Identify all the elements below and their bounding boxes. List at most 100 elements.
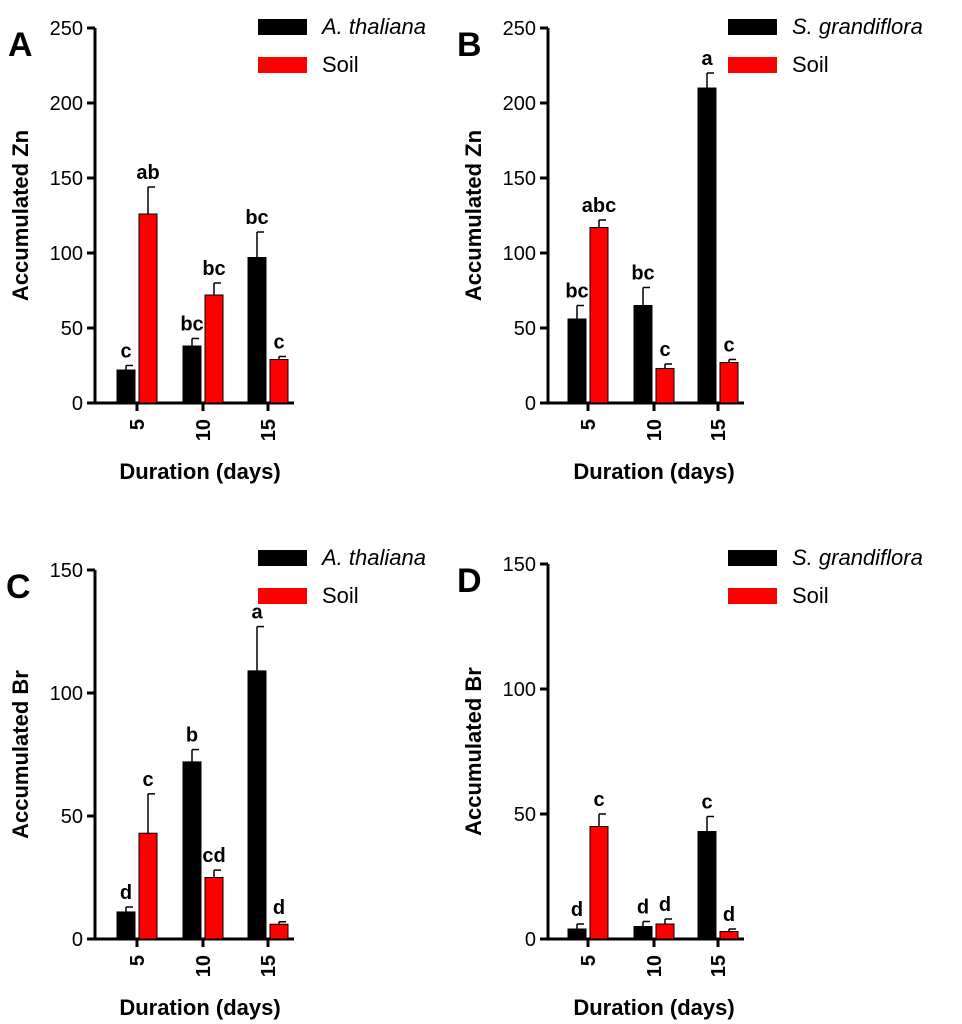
bar-plant-10: [182, 345, 202, 404]
x-tick-label: 10: [193, 419, 215, 441]
y-tick-label: 50: [61, 318, 83, 340]
legend-label-plant: A. thaliana: [320, 14, 426, 39]
significance-label: d: [659, 894, 671, 916]
significance-label: bc: [202, 258, 225, 280]
bar-plant-15: [247, 257, 267, 404]
significance-label: c: [273, 332, 284, 354]
bar-soil-15: [269, 359, 289, 404]
x-tick-label: 15: [708, 955, 730, 977]
y-tick-label: 150: [50, 560, 83, 582]
y-tick-label: 50: [514, 318, 536, 340]
y-tick-label: 250: [50, 18, 83, 40]
panel-letter: B: [457, 26, 482, 64]
y-tick-label: 0: [72, 393, 83, 415]
bar-plant-15: [697, 831, 717, 940]
y-tick-label: 150: [503, 554, 536, 576]
x-tick-label: 5: [578, 955, 600, 966]
x-tick-label: 15: [258, 955, 280, 977]
bar-soil-5: [138, 213, 158, 404]
x-tick-label: 10: [644, 419, 666, 441]
bar-soil-5: [138, 832, 158, 940]
legend-label-plant: A. thaliana: [320, 545, 426, 570]
significance-label: d: [571, 899, 583, 921]
bar-plant-5: [116, 369, 136, 404]
bar-plant-10: [182, 761, 202, 940]
bar-plant-15: [247, 670, 267, 940]
bar-soil-10: [655, 923, 675, 940]
x-tick-label: 5: [127, 419, 149, 430]
x-tick-label: 15: [258, 419, 280, 441]
significance-label: b: [186, 725, 198, 747]
significance-label: c: [120, 341, 131, 363]
legend-swatch-soil: [258, 57, 307, 73]
bar-plant-5: [567, 928, 587, 940]
legend-swatch-plant: [258, 550, 307, 566]
significance-label: c: [142, 769, 153, 791]
legend-swatch-soil: [728, 57, 777, 73]
y-tick-label: 200: [50, 93, 83, 115]
y-axis-title: Accumulated Zn: [461, 130, 486, 301]
x-axis-title: Duration (days): [573, 459, 734, 484]
bar-soil-10: [204, 877, 224, 940]
bar-plant-10: [633, 305, 653, 404]
panel-letter: D: [457, 562, 482, 600]
y-axis-title: Accumulated Zn: [8, 130, 33, 301]
x-tick-label: 5: [127, 955, 149, 966]
chart-panel-b: B 0 50 100 150 200 250 bc bc a abc c c 5 10 15 Duration …: [457, 14, 923, 484]
legend-swatch-plant: [728, 19, 777, 35]
significance-label: c: [723, 335, 734, 357]
y-tick-label: 100: [503, 243, 536, 265]
y-tick-label: 0: [72, 929, 83, 951]
chart-panel-a: A 0 50 100 150 200 250 c bc bc ab bc c 5 10 15 Duration …: [8, 14, 426, 484]
bar-soil-15: [719, 362, 739, 404]
legend-label-plant: S. grandiflora: [792, 545, 923, 570]
bar-plant-15: [697, 87, 717, 404]
significance-label: abc: [582, 195, 616, 217]
x-axis-title: Duration (days): [573, 995, 734, 1020]
significance-label: bc: [180, 314, 203, 336]
y-tick-label: 50: [514, 804, 536, 826]
significance-label: d: [723, 904, 735, 926]
x-tick-label: 5: [578, 419, 600, 430]
y-tick-label: 200: [503, 93, 536, 115]
legend-label-soil: Soil: [792, 583, 829, 608]
significance-label: c: [701, 792, 712, 814]
bar-plant-5: [116, 911, 136, 940]
significance-label: a: [251, 602, 263, 624]
significance-label: d: [120, 882, 132, 904]
legend-label-soil: Soil: [322, 583, 359, 608]
legend-swatch-soil: [258, 588, 307, 604]
chart-panel-c: C 0 50 100 150 d b a c cd d 5 10 15 Duration (days) Acc…: [6, 545, 426, 1020]
bar-soil-10: [204, 294, 224, 404]
legend-swatch-soil: [728, 588, 777, 604]
panel-letter: C: [6, 568, 31, 606]
significance-label: c: [593, 789, 604, 811]
y-tick-label: 0: [525, 929, 536, 951]
significance-label: bc: [245, 207, 268, 229]
legend-swatch-plant: [728, 550, 777, 566]
y-axis-title: Accumulated Br: [8, 670, 33, 839]
significance-label: ab: [136, 162, 159, 184]
significance-label: c: [659, 339, 670, 361]
significance-label: d: [273, 897, 285, 919]
y-tick-label: 100: [503, 679, 536, 701]
y-tick-label: 100: [50, 243, 83, 265]
legend-swatch-plant: [258, 19, 307, 35]
y-tick-label: 50: [61, 806, 83, 828]
significance-label: a: [701, 48, 713, 70]
significance-label: d: [637, 897, 649, 919]
legend-label-soil: Soil: [792, 52, 829, 77]
panel-letter: A: [8, 26, 33, 64]
bar-soil-5: [589, 227, 609, 404]
legend-label-plant: S. grandiflora: [792, 14, 923, 39]
bar-soil-10: [655, 368, 675, 404]
x-tick-label: 10: [193, 955, 215, 977]
y-tick-label: 150: [50, 168, 83, 190]
bar-plant-5: [567, 318, 587, 404]
y-tick-label: 0: [525, 393, 536, 415]
x-axis-title: Duration (days): [119, 459, 280, 484]
legend-label-soil: Soil: [322, 52, 359, 77]
bar-plant-10: [633, 926, 653, 940]
significance-label: cd: [202, 845, 225, 867]
